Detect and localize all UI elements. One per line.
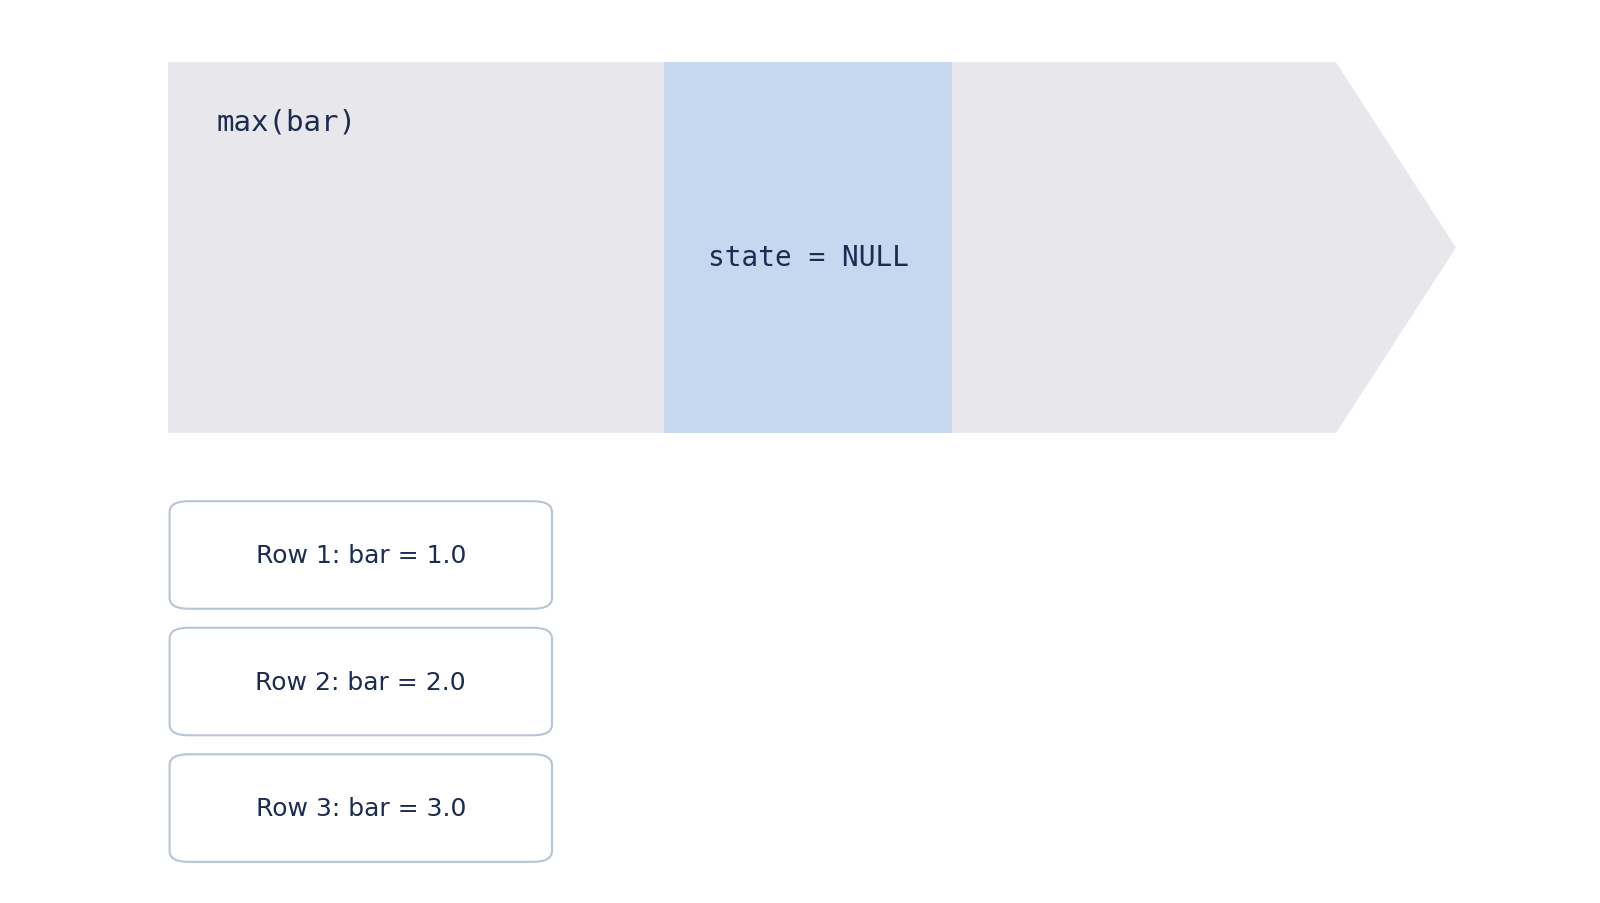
Polygon shape — [168, 63, 1456, 433]
Text: Row 1: bar = 1.0: Row 1: bar = 1.0 — [256, 544, 466, 567]
FancyBboxPatch shape — [170, 755, 552, 861]
Text: Row 3: bar = 3.0: Row 3: bar = 3.0 — [256, 796, 466, 820]
FancyBboxPatch shape — [170, 501, 552, 609]
FancyBboxPatch shape — [170, 628, 552, 735]
Text: Row 2: bar = 2.0: Row 2: bar = 2.0 — [256, 670, 466, 694]
Bar — [664, 63, 952, 433]
Text: state = NULL: state = NULL — [707, 244, 909, 271]
Text: max(bar): max(bar) — [216, 108, 355, 135]
